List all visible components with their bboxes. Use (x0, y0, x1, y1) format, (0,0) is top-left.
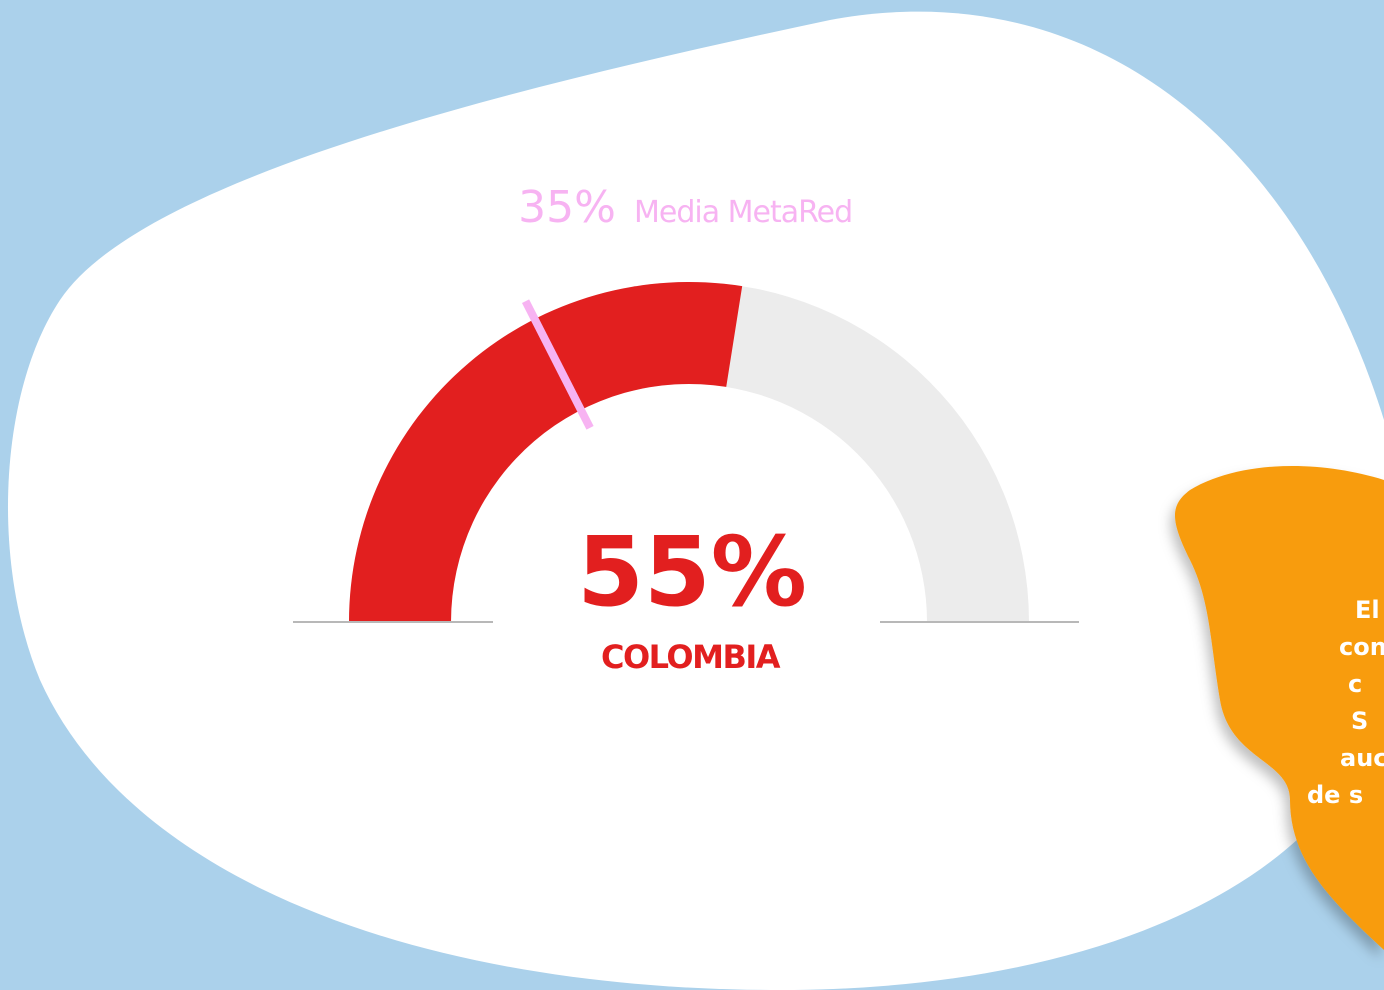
orange-blob (1175, 466, 1384, 950)
reference-value-label: 35% (518, 182, 616, 233)
white-blob (7, 11, 1384, 990)
side-note-line: de s (1307, 781, 1363, 809)
side-note-line: c (1348, 670, 1362, 698)
side-note-line: S (1351, 707, 1368, 735)
value-label: 55% (577, 516, 807, 628)
category-label: COLOMBIA (601, 638, 781, 676)
side-note-line: auc (1340, 744, 1384, 772)
reference-marker (521, 299, 594, 430)
side-note-line: El (1355, 596, 1380, 624)
gauge (349, 282, 1029, 622)
side-note-line: con (1339, 633, 1384, 661)
reference-name: Media MetaRed (634, 195, 852, 230)
gauge-value (349, 282, 743, 622)
